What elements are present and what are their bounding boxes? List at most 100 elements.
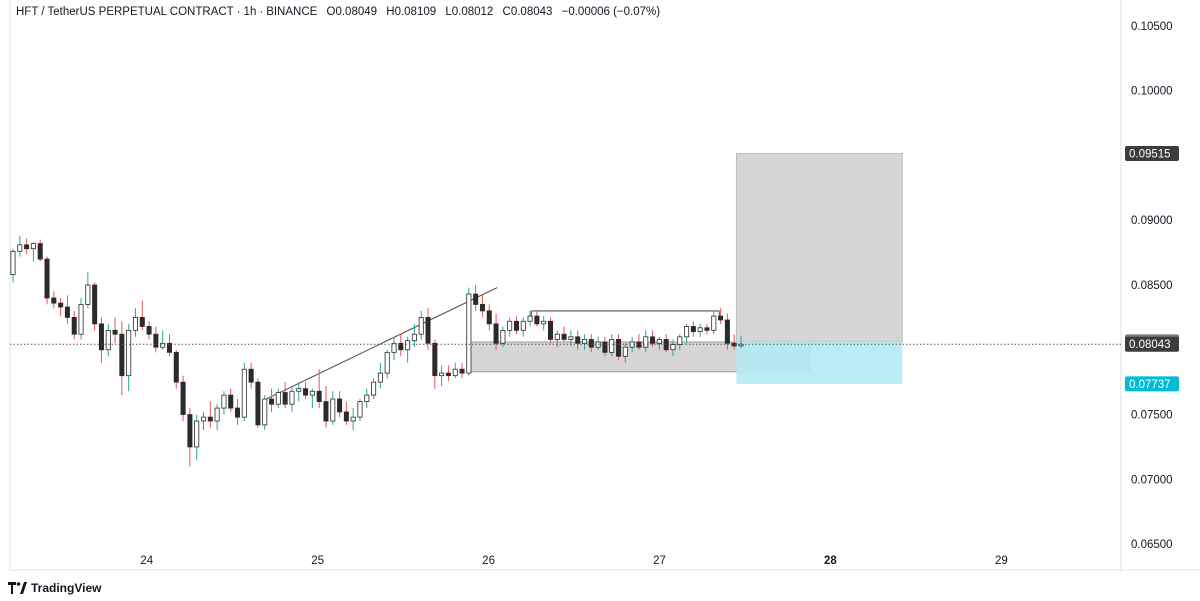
- candle[interactable]: [153, 326, 159, 353]
- candle[interactable]: [58, 297, 64, 317]
- candle[interactable]: [547, 317, 554, 344]
- candle[interactable]: [405, 336, 411, 363]
- candle[interactable]: [139, 300, 145, 331]
- candle[interactable]: [323, 386, 329, 428]
- candle[interactable]: [479, 295, 485, 318]
- candle[interactable]: [602, 336, 608, 357]
- candle[interactable]: [636, 334, 642, 350]
- candle[interactable]: [330, 391, 336, 425]
- candle[interactable]: [30, 242, 36, 262]
- candle[interactable]: [622, 343, 628, 363]
- candle[interactable]: [132, 308, 138, 337]
- candle[interactable]: [445, 365, 451, 381]
- candle[interactable]: [718, 308, 724, 324]
- candle[interactable]: [690, 321, 696, 337]
- candle[interactable]: [541, 316, 547, 331]
- candle[interactable]: [684, 323, 690, 344]
- candle[interactable]: [561, 326, 567, 342]
- candle[interactable]: [98, 317, 104, 363]
- candle[interactable]: [146, 321, 152, 340]
- candle[interactable]: [337, 391, 343, 418]
- candle[interactable]: [391, 336, 397, 361]
- candle[interactable]: [738, 335, 744, 349]
- candle[interactable]: [173, 349, 179, 389]
- candle[interactable]: [568, 330, 574, 346]
- candle[interactable]: [371, 378, 377, 399]
- candle[interactable]: [343, 401, 349, 425]
- candle[interactable]: [282, 382, 288, 409]
- candle[interactable]: [92, 282, 98, 331]
- candle[interactable]: [609, 334, 615, 357]
- candle[interactable]: [262, 395, 268, 431]
- candle[interactable]: [269, 388, 275, 412]
- candle[interactable]: [724, 313, 730, 350]
- candle[interactable]: [663, 334, 669, 353]
- candle[interactable]: [704, 323, 710, 335]
- candle[interactable]: [214, 404, 220, 431]
- candle[interactable]: [711, 310, 717, 335]
- interval-label[interactable]: 1h: [243, 6, 257, 18]
- candle[interactable]: [255, 378, 261, 428]
- candle[interactable]: [398, 334, 404, 357]
- candle[interactable]: [473, 285, 479, 311]
- candle[interactable]: [486, 304, 492, 331]
- candle[interactable]: [235, 399, 241, 425]
- candle[interactable]: [78, 297, 84, 340]
- candle[interactable]: [51, 291, 57, 309]
- tradingview-logo[interactable]: TradingView: [8, 579, 101, 597]
- candle[interactable]: [200, 411, 207, 431]
- candle[interactable]: [439, 365, 445, 387]
- candle[interactable]: [425, 308, 431, 350]
- candle[interactable]: [459, 362, 465, 379]
- candle[interactable]: [384, 349, 390, 379]
- candle[interactable]: [17, 235, 23, 257]
- candle[interactable]: [194, 414, 200, 460]
- candle[interactable]: [248, 362, 254, 389]
- candle[interactable]: [697, 323, 703, 337]
- candle[interactable]: [24, 238, 30, 254]
- candle[interactable]: [309, 388, 315, 409]
- candle[interactable]: [500, 326, 506, 348]
- candle[interactable]: [582, 334, 588, 350]
- candle[interactable]: [207, 401, 213, 428]
- candle[interactable]: [411, 323, 417, 348]
- candle[interactable]: [507, 317, 513, 337]
- candle[interactable]: [432, 339, 438, 389]
- candle[interactable]: [357, 399, 363, 422]
- candle[interactable]: [377, 362, 383, 389]
- candle[interactable]: [166, 334, 172, 357]
- candle[interactable]: [575, 330, 581, 350]
- candle[interactable]: [228, 388, 234, 412]
- candle[interactable]: [275, 388, 281, 409]
- candle[interactable]: [85, 272, 91, 309]
- candle[interactable]: [221, 391, 227, 415]
- candle[interactable]: [527, 310, 533, 327]
- candle[interactable]: [452, 362, 458, 379]
- candle[interactable]: [650, 330, 656, 348]
- candle[interactable]: [126, 323, 132, 392]
- candle[interactable]: [160, 330, 166, 350]
- candle[interactable]: [588, 334, 594, 353]
- candle[interactable]: [316, 369, 322, 409]
- candle[interactable]: [180, 375, 186, 422]
- candle[interactable]: [64, 295, 70, 324]
- candle[interactable]: [656, 336, 662, 350]
- candle[interactable]: [296, 382, 302, 402]
- candle[interactable]: [520, 317, 526, 337]
- candle[interactable]: [71, 310, 77, 340]
- candle[interactable]: [112, 317, 118, 344]
- candle[interactable]: [10, 248, 16, 283]
- candle[interactable]: [350, 408, 356, 431]
- symbol-name[interactable]: HFT / TetherUS PERPETUAL CONTRACT: [16, 6, 234, 18]
- candle[interactable]: [616, 334, 622, 361]
- candle[interactable]: [418, 310, 424, 340]
- candle[interactable]: [303, 382, 309, 399]
- candle[interactable]: [289, 386, 295, 412]
- candle[interactable]: [364, 388, 370, 409]
- candle[interactable]: [643, 330, 649, 353]
- candle[interactable]: [37, 239, 43, 262]
- candle[interactable]: [493, 313, 499, 350]
- candle[interactable]: [241, 362, 247, 422]
